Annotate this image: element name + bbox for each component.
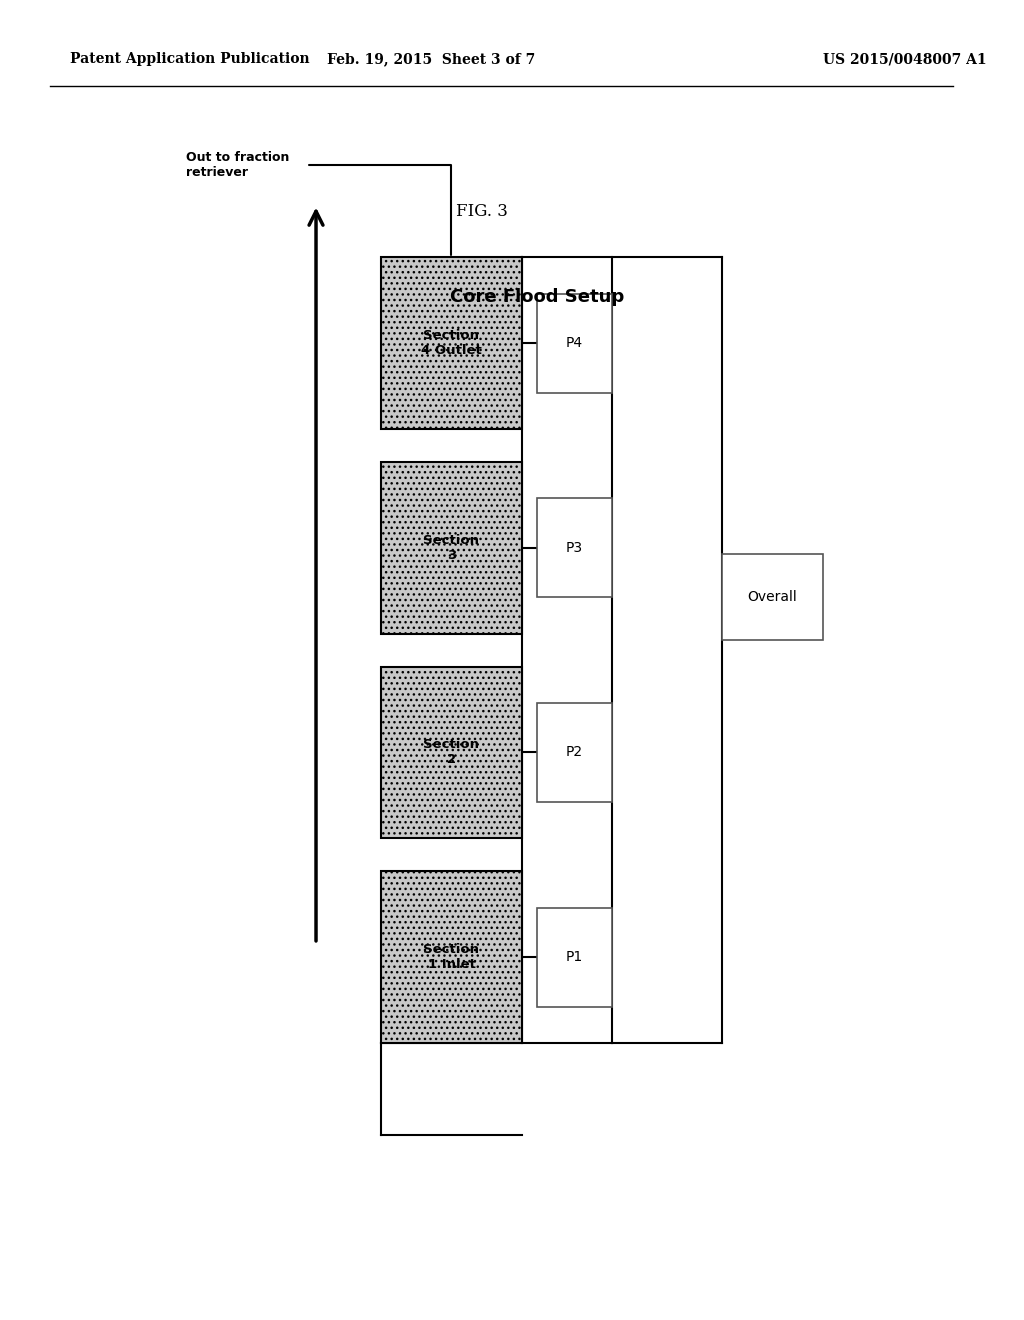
Text: Section
4 Outlet: Section 4 Outlet	[421, 329, 482, 358]
FancyBboxPatch shape	[381, 462, 521, 634]
Text: Patent Application Publication: Patent Application Publication	[71, 53, 310, 66]
Text: Out to fraction
retriever: Out to fraction retriever	[185, 150, 289, 180]
FancyBboxPatch shape	[537, 499, 612, 597]
FancyBboxPatch shape	[381, 667, 521, 838]
Text: Feb. 19, 2015  Sheet 3 of 7: Feb. 19, 2015 Sheet 3 of 7	[328, 53, 536, 66]
Text: P2: P2	[566, 746, 583, 759]
Text: US 2015/0048007 A1: US 2015/0048007 A1	[822, 53, 986, 66]
FancyBboxPatch shape	[537, 702, 612, 801]
FancyBboxPatch shape	[381, 871, 521, 1043]
Text: P1: P1	[565, 950, 583, 964]
Text: Section
2: Section 2	[424, 738, 479, 767]
FancyBboxPatch shape	[722, 554, 822, 640]
Text: Section
1 Inlet: Section 1 Inlet	[424, 942, 479, 972]
FancyBboxPatch shape	[537, 294, 612, 393]
FancyBboxPatch shape	[537, 908, 612, 1006]
Text: Overall: Overall	[748, 590, 798, 605]
FancyBboxPatch shape	[381, 257, 521, 429]
Text: P3: P3	[566, 541, 583, 554]
Text: Section
3: Section 3	[424, 533, 479, 562]
Text: FIG. 3: FIG. 3	[456, 203, 508, 219]
Text: P4: P4	[566, 337, 583, 350]
Text: Core Flood Setup: Core Flood Setup	[450, 288, 624, 306]
